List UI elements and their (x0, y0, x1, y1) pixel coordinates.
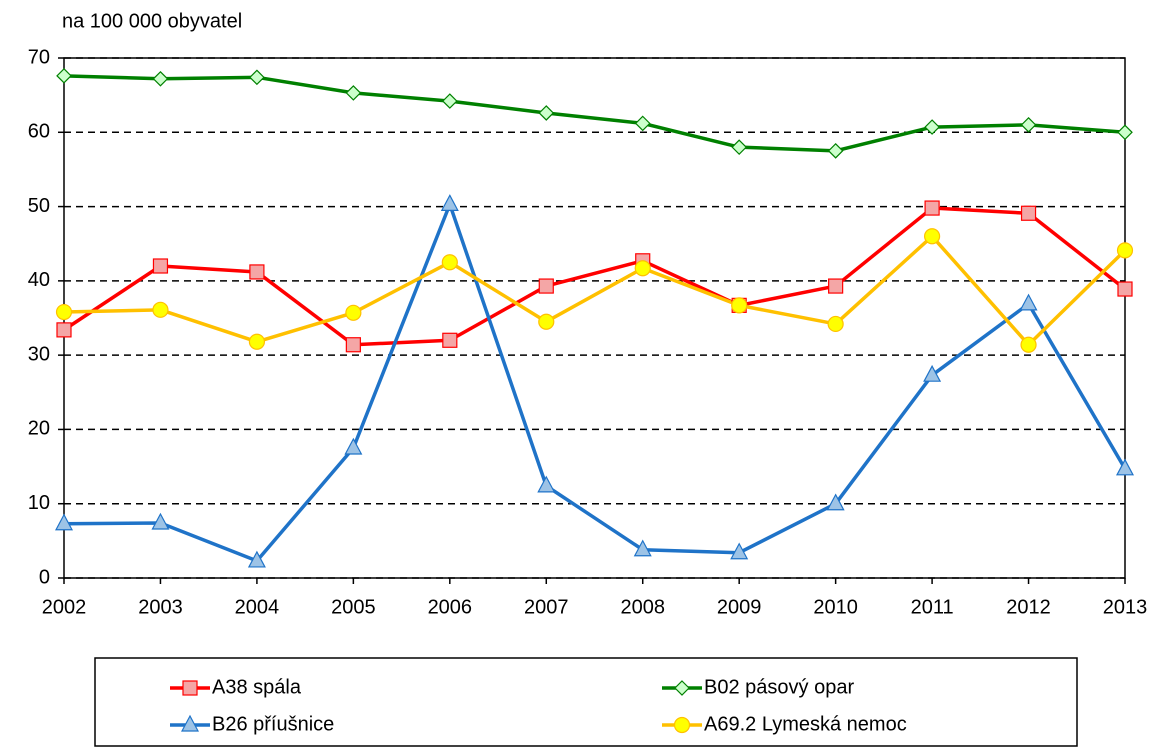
marker (56, 67, 72, 84)
x-tick-label: 2010 (813, 596, 858, 618)
marker (1020, 336, 1037, 353)
marker (181, 714, 199, 732)
marker (634, 260, 651, 277)
x-tick-label: 2005 (331, 596, 376, 618)
marker (826, 493, 845, 511)
marker (345, 304, 362, 321)
marker (828, 278, 844, 294)
marker (56, 322, 72, 338)
marker (249, 264, 265, 280)
marker (248, 333, 266, 350)
y-tick-label: 30 (28, 343, 50, 365)
marker (442, 332, 458, 348)
marker (827, 315, 844, 333)
legend-box (94, 657, 1078, 747)
marker (344, 437, 363, 455)
marker (1117, 124, 1133, 141)
marker (1019, 293, 1038, 311)
plot-frame (63, 57, 1126, 579)
marker (674, 680, 690, 696)
marker (827, 143, 844, 159)
marker (182, 680, 198, 696)
marker (924, 200, 940, 216)
marker (152, 258, 169, 274)
series-line (63, 202, 1127, 563)
marker (1020, 205, 1037, 221)
marker (634, 115, 651, 132)
y-tick-label: 0 (39, 566, 50, 588)
y-axis-label: na 100 000 obyvatel (62, 10, 242, 32)
legend-label: B26 příušnice (212, 713, 334, 735)
x-tick-label: 2007 (524, 596, 569, 618)
legend-label: A38 spála (212, 676, 302, 698)
marker (345, 85, 362, 101)
series-line (63, 234, 1127, 347)
x-tick-label: 2003 (138, 596, 183, 618)
marker (247, 550, 266, 568)
marker (1116, 242, 1134, 259)
x-tick-label: 2002 (42, 596, 87, 618)
marker (538, 278, 554, 294)
marker (923, 228, 941, 245)
x-tick-label: 2011 (911, 596, 954, 618)
x-tick-label: 2009 (717, 596, 762, 618)
marker (538, 105, 555, 121)
marker (1117, 281, 1133, 297)
y-tick-label: 10 (28, 492, 50, 514)
marker (731, 297, 748, 314)
marker (1116, 458, 1134, 476)
marker (55, 303, 73, 321)
marker (731, 139, 748, 155)
marker (673, 716, 691, 734)
marker (55, 513, 73, 531)
x-tick-label: 2012 (1006, 596, 1051, 618)
marker (345, 337, 361, 353)
marker (152, 70, 169, 87)
marker (538, 313, 555, 330)
legend-label: A69.2 Lymeská nemoc (704, 713, 907, 735)
marker (923, 364, 942, 382)
x-tick-label: 2013 (1103, 596, 1148, 618)
marker (924, 119, 940, 135)
legend-label: B02 pásový opar (704, 676, 854, 698)
marker (151, 512, 170, 530)
marker (441, 93, 458, 109)
marker (730, 542, 749, 560)
series-line (63, 206, 1127, 347)
y-tick-label: 60 (28, 121, 50, 143)
y-tick-label: 50 (28, 195, 50, 217)
marker (441, 254, 458, 271)
y-tick-label: 70 (28, 46, 50, 68)
marker (633, 539, 652, 557)
marker (1020, 117, 1037, 133)
x-tick-label: 2004 (235, 596, 280, 618)
marker (152, 301, 169, 318)
x-tick-label: 2006 (428, 596, 473, 618)
marker (440, 194, 459, 211)
y-tick-label: 40 (28, 269, 50, 291)
marker (537, 475, 556, 493)
series-line (63, 74, 1126, 153)
x-tick-label: 2008 (620, 596, 665, 618)
marker (249, 69, 265, 86)
y-tick-label: 20 (28, 418, 50, 440)
